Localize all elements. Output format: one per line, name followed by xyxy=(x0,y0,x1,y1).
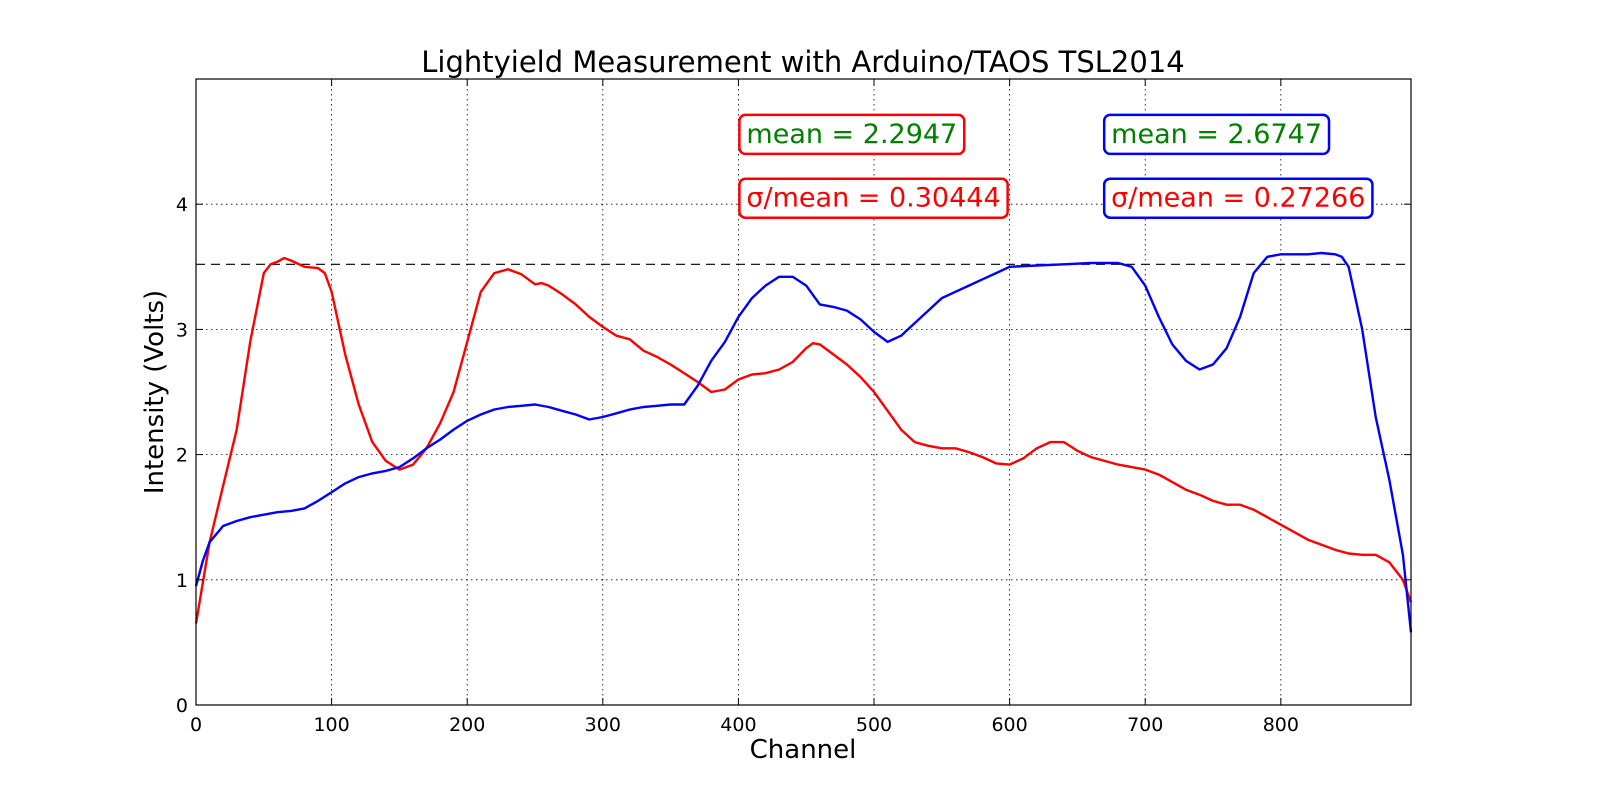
annotation-frame xyxy=(738,113,966,156)
x-tick-label: 200 xyxy=(449,714,485,736)
y-tick-label: 2 xyxy=(176,445,188,467)
x-tick-label: 400 xyxy=(720,714,756,736)
y-tick-label: 4 xyxy=(176,194,188,216)
annotation-text: σ/mean = 0.27266 xyxy=(1111,183,1365,214)
x-tick-label: 800 xyxy=(1263,714,1299,736)
x-tick-label: 300 xyxy=(585,714,621,736)
annotation-frame xyxy=(1102,177,1374,219)
x-tick-label: 600 xyxy=(991,714,1027,736)
annotation-box: mean = 2.2947 xyxy=(738,113,966,156)
annotations: mean = 2.2947 σ/mean = 0.30444 mean = 2.67… xyxy=(738,113,1374,219)
y-tick-label: 0 xyxy=(176,695,188,717)
annotation-box: σ/mean = 0.27266 xyxy=(1102,177,1374,219)
x-tick-label: 0 xyxy=(190,714,202,736)
annotation-text: mean = 2.6747 xyxy=(1111,119,1322,150)
x-tick-label: 700 xyxy=(1127,714,1163,736)
y-axis-label: Intensity (Volts) xyxy=(140,290,170,494)
x-axis-label: Channel xyxy=(750,735,857,765)
plot-frame xyxy=(195,78,1412,706)
annotation-frame xyxy=(738,177,1009,219)
x-tick-label: 500 xyxy=(856,714,892,736)
annotation-box: σ/mean = 0.30444 xyxy=(738,177,1009,219)
series-layer xyxy=(194,251,1413,633)
chart-title: Lightyield Measurement with Arduino/TAOS… xyxy=(421,45,1185,79)
annotation-box: mean = 2.6747 xyxy=(1102,113,1331,156)
annotation-text: σ/mean = 0.30444 xyxy=(746,183,1000,214)
x-tick-label: 100 xyxy=(313,714,349,736)
y-tick-label: 3 xyxy=(176,319,188,341)
axis-ticks: 0 100 200 300 400 500 600 700 800 0 1 2 3 4 xyxy=(176,79,1411,736)
series-line-red xyxy=(194,256,1413,624)
annotation-text: mean = 2.2947 xyxy=(746,119,957,150)
annotation-frame xyxy=(1102,113,1331,156)
series-line-blue xyxy=(194,251,1413,633)
y-tick-label: 1 xyxy=(176,570,188,592)
